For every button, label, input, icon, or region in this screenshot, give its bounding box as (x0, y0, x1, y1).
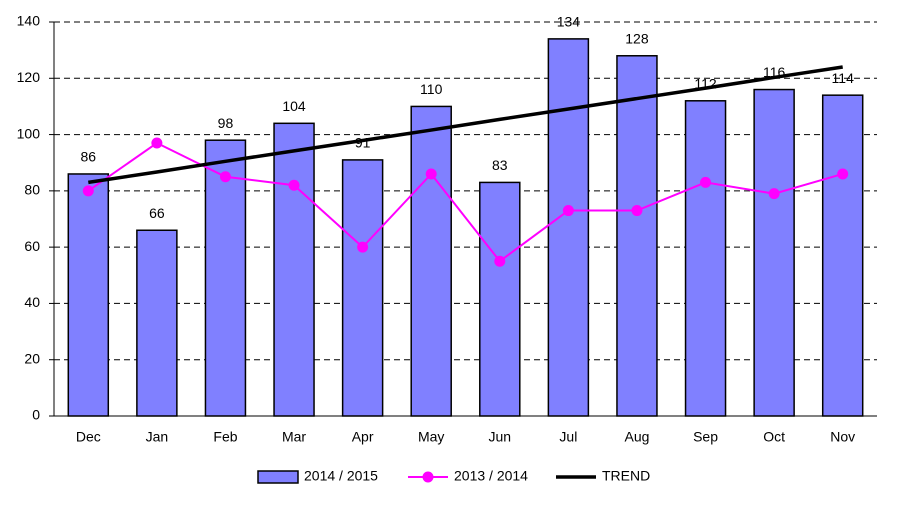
x-tick-label: Jul (559, 429, 577, 445)
x-tick-label: Nov (830, 429, 855, 445)
y-tick-label: 120 (17, 69, 41, 85)
data-label: 83 (492, 157, 508, 173)
bar (204, 139, 247, 417)
marker (562, 205, 574, 217)
data-label: 134 (557, 14, 581, 30)
bar (479, 181, 521, 417)
marker (494, 255, 506, 267)
marker (151, 137, 163, 149)
y-tick-label: 60 (24, 238, 40, 254)
x-tick-label: Jun (489, 429, 512, 445)
data-label: 104 (282, 98, 306, 114)
marker (631, 205, 643, 217)
data-label: 114 (832, 70, 855, 86)
bar (67, 173, 110, 417)
y-tick-label: 80 (24, 182, 40, 198)
bar (753, 88, 795, 417)
marker (219, 171, 231, 183)
data-label: 66 (149, 205, 165, 221)
x-tick-label: Feb (213, 429, 237, 445)
marker (837, 168, 849, 180)
x-tick-label: Apr (352, 429, 374, 445)
trend-line (88, 65, 843, 185)
marker (82, 185, 94, 197)
bar (684, 100, 727, 417)
marker (425, 168, 437, 180)
data-label: 110 (420, 81, 443, 97)
x-tick-label: May (418, 429, 444, 445)
bar (341, 159, 384, 417)
data-label: 128 (625, 30, 649, 46)
legend-label: TREND (602, 468, 650, 484)
marker (288, 179, 300, 191)
marker (357, 241, 369, 253)
line (87, 141, 843, 263)
legend-swatch (257, 470, 299, 484)
legend-label: 2013 / 2014 (454, 468, 528, 484)
data-label: 86 (81, 149, 97, 165)
x-tick-label: Aug (624, 429, 649, 445)
y-tick-label: 20 (24, 350, 40, 366)
marker (768, 188, 780, 200)
y-tick-label: 40 (24, 294, 40, 310)
x-tick-label: Jan (146, 429, 169, 445)
x-tick-label: Oct (763, 429, 785, 445)
y-tick-label: 100 (17, 125, 41, 141)
x-tick-label: Sep (693, 429, 718, 445)
bar (136, 229, 178, 417)
y-tick-label: 140 (17, 13, 41, 29)
bar (273, 122, 315, 417)
bar (821, 94, 864, 417)
y-tick-label: 0 (32, 407, 40, 423)
x-tick-label: Mar (282, 429, 306, 445)
legend-label: 2014 / 2015 (304, 468, 378, 484)
bar (547, 38, 590, 417)
legend-marker (422, 471, 434, 483)
bar (410, 105, 452, 417)
bar (616, 55, 658, 417)
marker (700, 176, 712, 188)
data-label: 98 (218, 115, 234, 131)
x-tick-label: Dec (76, 429, 101, 445)
